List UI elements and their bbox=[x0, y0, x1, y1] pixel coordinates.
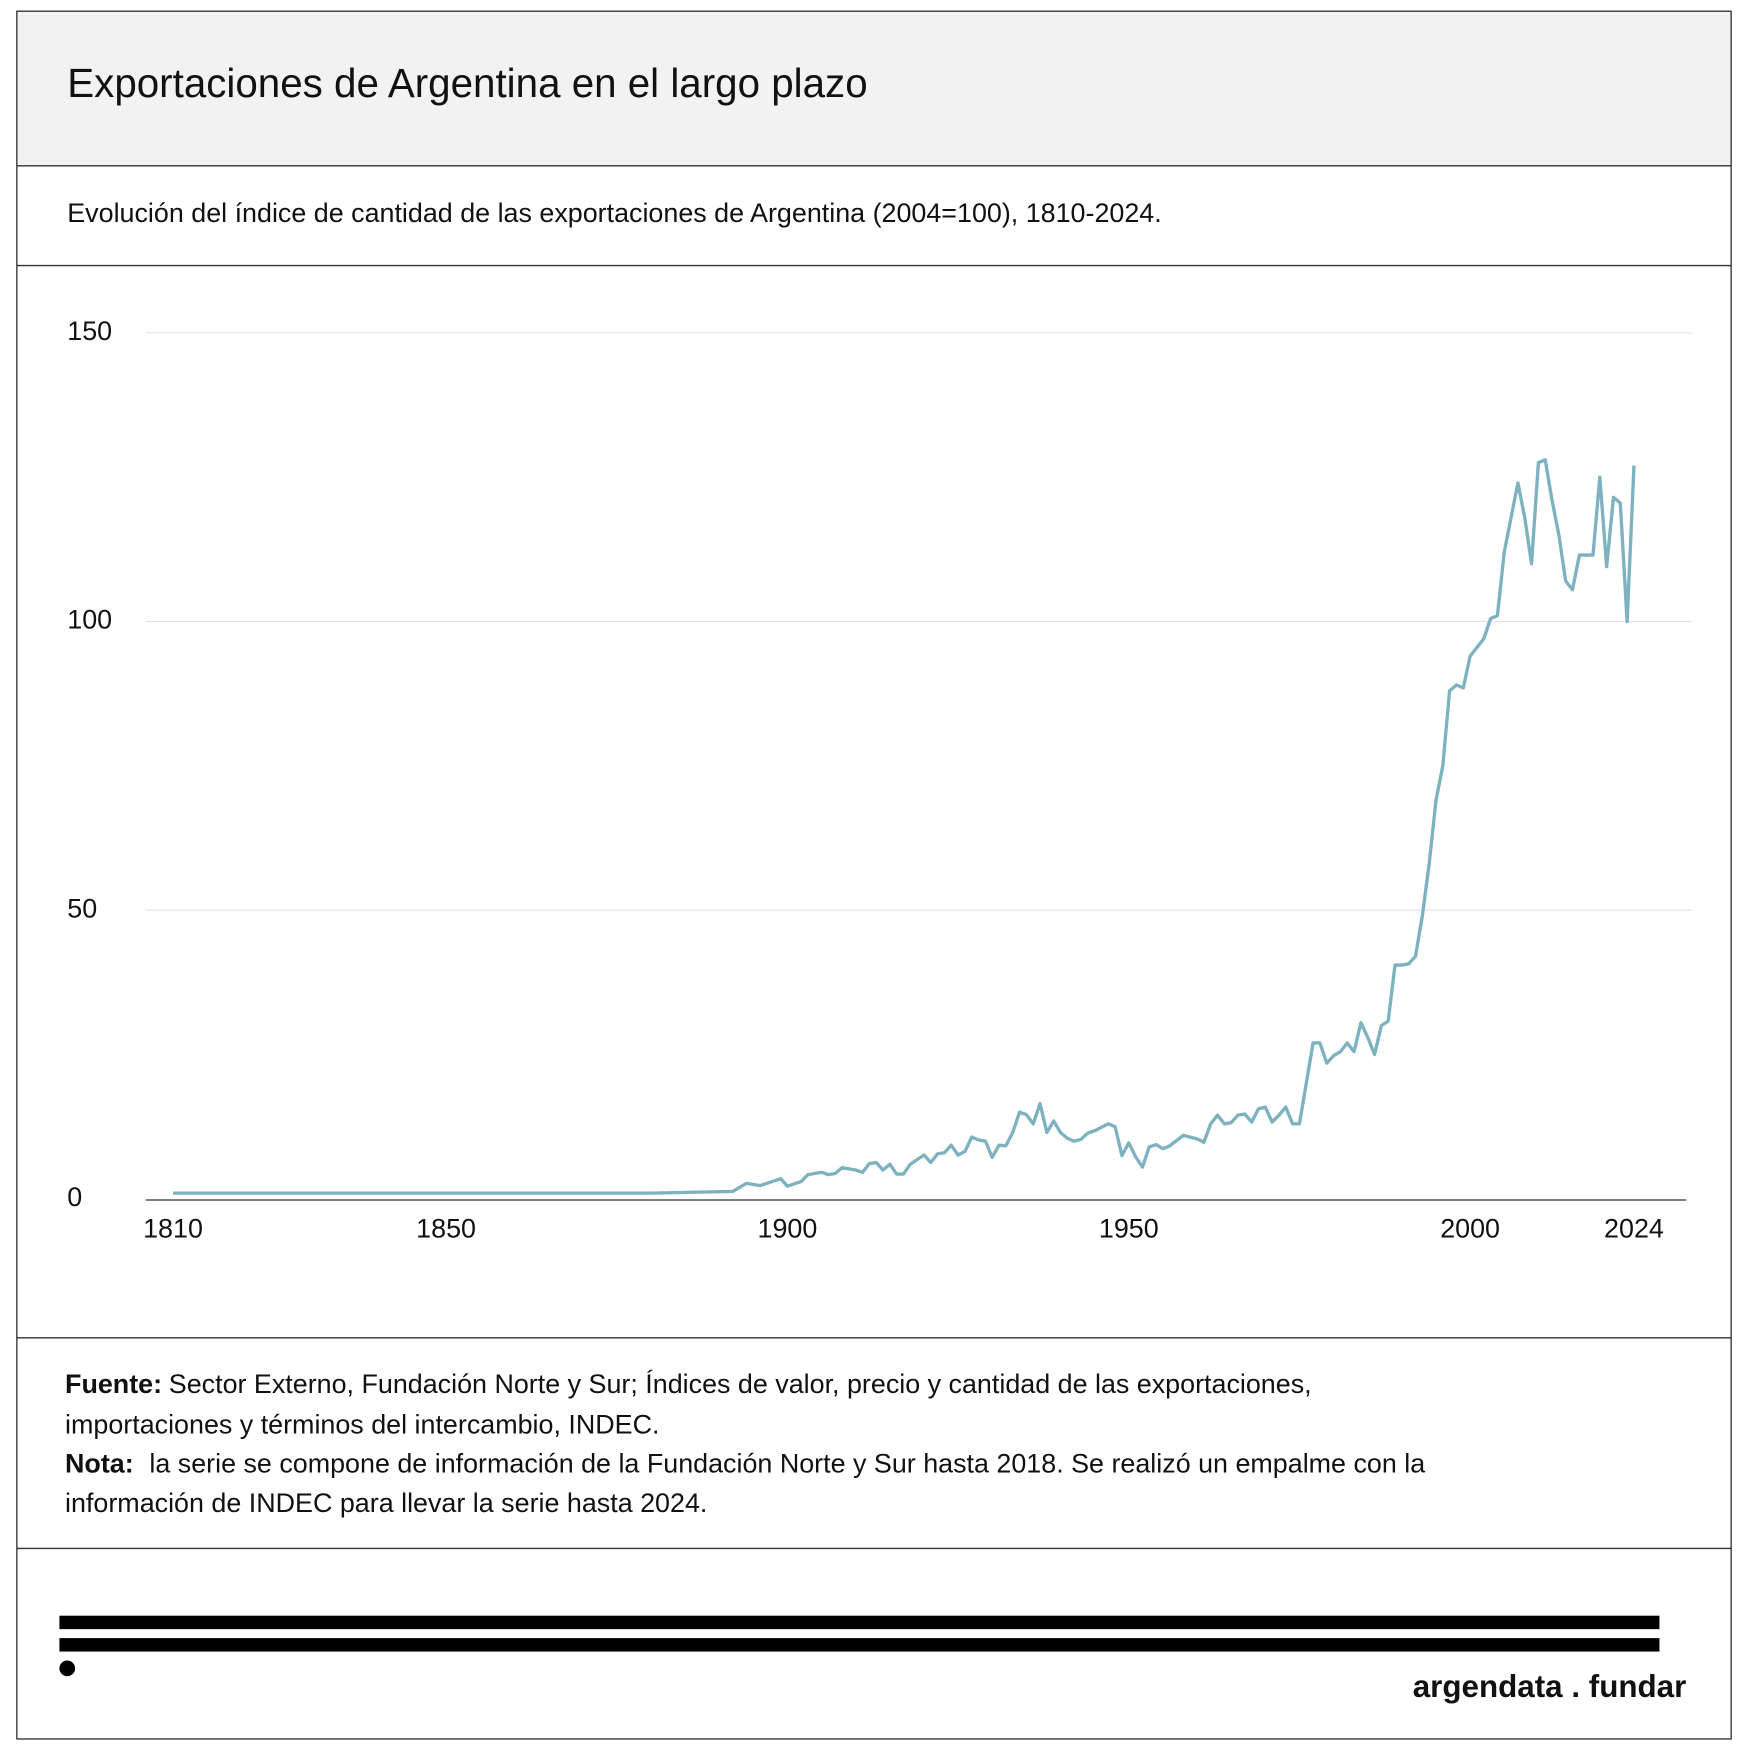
note-text: información de INDEC para llevar la seri… bbox=[65, 1488, 707, 1518]
y-tick-label: 50 bbox=[67, 893, 97, 923]
brand-bar bbox=[59, 1615, 1660, 1630]
header-band bbox=[16, 11, 1732, 166]
x-tick-label: 2024 bbox=[1604, 1213, 1664, 1243]
x-tick-label: 1850 bbox=[416, 1213, 476, 1243]
frame bbox=[16, 10, 1732, 1740]
source-text: importaciones y términos del intercambio… bbox=[65, 1409, 659, 1439]
note: Nota: la serie se compone de información … bbox=[65, 1449, 1425, 1479]
x-tick-label: 2000 bbox=[1440, 1213, 1500, 1243]
source-label: Fuente: bbox=[65, 1369, 162, 1399]
source-text: Sector Externo, Fundación Norte y Sur; Í… bbox=[169, 1369, 1312, 1399]
brand-dot bbox=[59, 1660, 76, 1677]
x-tick-label: 1900 bbox=[758, 1213, 818, 1243]
y-tick-label: 100 bbox=[67, 605, 112, 635]
source-note: Fuente: Sector Externo, Fundación Norte y… bbox=[65, 1369, 1312, 1399]
brand-bar bbox=[59, 1638, 1660, 1652]
y-tick-label: 150 bbox=[67, 316, 112, 346]
x-tick-label: 1810 bbox=[143, 1213, 203, 1243]
chart-subtitle: Evolución del índice de cantidad de las … bbox=[67, 198, 1161, 228]
note-label: Nota: bbox=[65, 1449, 134, 1479]
x-tick-label: 1950 bbox=[1099, 1213, 1159, 1243]
note-text: la serie se compone de información de la… bbox=[149, 1449, 1425, 1479]
series-line bbox=[173, 458, 1636, 1195]
chart-title: Exportaciones de Argentina en el largo p… bbox=[67, 60, 867, 106]
y-tick-label: 0 bbox=[67, 1182, 82, 1212]
brand: argendata . fundar bbox=[1413, 1669, 1687, 1704]
